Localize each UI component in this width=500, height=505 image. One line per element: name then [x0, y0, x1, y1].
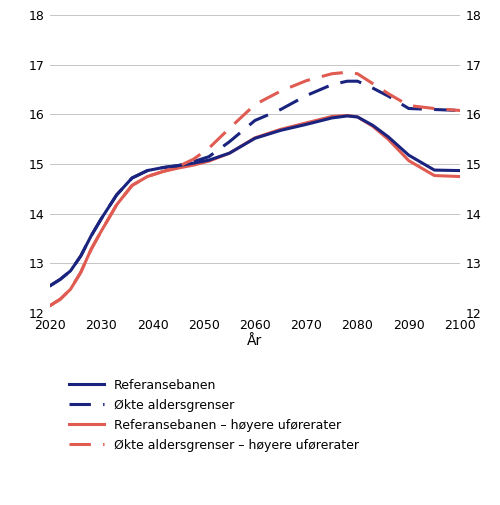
X-axis label: År: År	[248, 334, 262, 348]
Legend: Referansebanen, Økte aldersgrenser, Referansebanen – høyere uførerater, Økte ald: Referansebanen, Økte aldersgrenser, Refe…	[68, 379, 358, 451]
